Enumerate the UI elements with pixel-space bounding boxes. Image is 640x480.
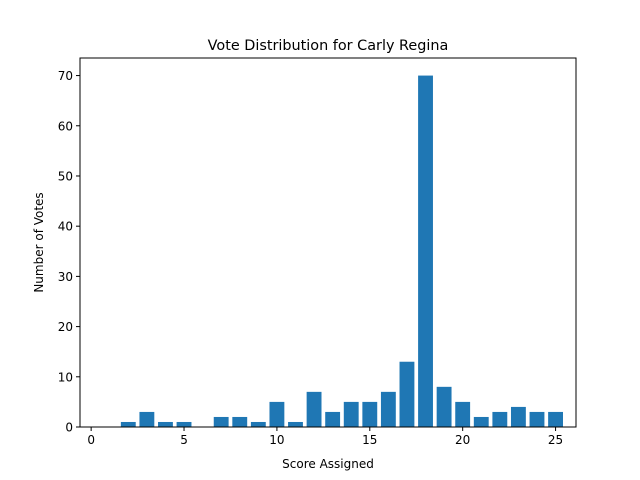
bar-score-12 [306, 391, 322, 427]
bar-score-18 [418, 75, 433, 428]
bar-score-3 [139, 411, 155, 427]
bar-score-16 [380, 391, 396, 427]
bar-score-22 [492, 411, 508, 427]
x-axis-label: Score Assigned [282, 457, 374, 471]
y-tick-label: 10 [58, 370, 73, 384]
y-tick-label: 60 [58, 119, 73, 133]
bar-score-7 [213, 416, 229, 427]
bar-score-4 [158, 421, 173, 427]
bar-score-13 [325, 411, 341, 427]
x-tick-label: 0 [87, 433, 95, 447]
bar-score-25 [548, 411, 563, 427]
bar-score-19 [436, 386, 452, 427]
bar-score-5 [176, 421, 192, 427]
bar-score-17 [399, 361, 415, 427]
bar-score-8 [232, 416, 248, 427]
bar-score-24 [529, 411, 545, 427]
x-tick-label: 20 [455, 433, 470, 447]
x-tick-label: 5 [180, 433, 188, 447]
bar-score-15 [362, 401, 378, 427]
bar-score-21 [473, 416, 489, 427]
y-tick-label: 0 [65, 421, 73, 435]
x-tick-label: 15 [362, 433, 377, 447]
plot-frame [79, 57, 577, 428]
chart-title: Vote Distribution for Carly Regina [208, 38, 449, 54]
x-tick-label: 10 [269, 433, 284, 447]
bar-score-9 [250, 421, 266, 427]
y-axis-ticks: 0 10 20 30 40 50 60 70 [58, 69, 80, 435]
bar-score-20 [455, 401, 471, 427]
x-tick-label: 25 [548, 433, 563, 447]
x-axis-ticks: 0 5 10 15 20 25 [87, 427, 563, 447]
y-tick-label: 20 [58, 320, 73, 334]
y-tick-label: 70 [58, 69, 73, 83]
bars-group [120, 75, 563, 428]
bar-score-10 [269, 401, 285, 427]
y-axis-label: Number of Votes [32, 192, 46, 292]
y-tick-label: 50 [58, 169, 73, 183]
bar-score-2 [120, 421, 136, 427]
bar-score-11 [288, 421, 303, 427]
y-tick-label: 30 [58, 270, 73, 284]
bar-score-23 [510, 406, 526, 427]
bar-score-14 [343, 401, 359, 427]
y-tick-label: 40 [58, 220, 73, 234]
